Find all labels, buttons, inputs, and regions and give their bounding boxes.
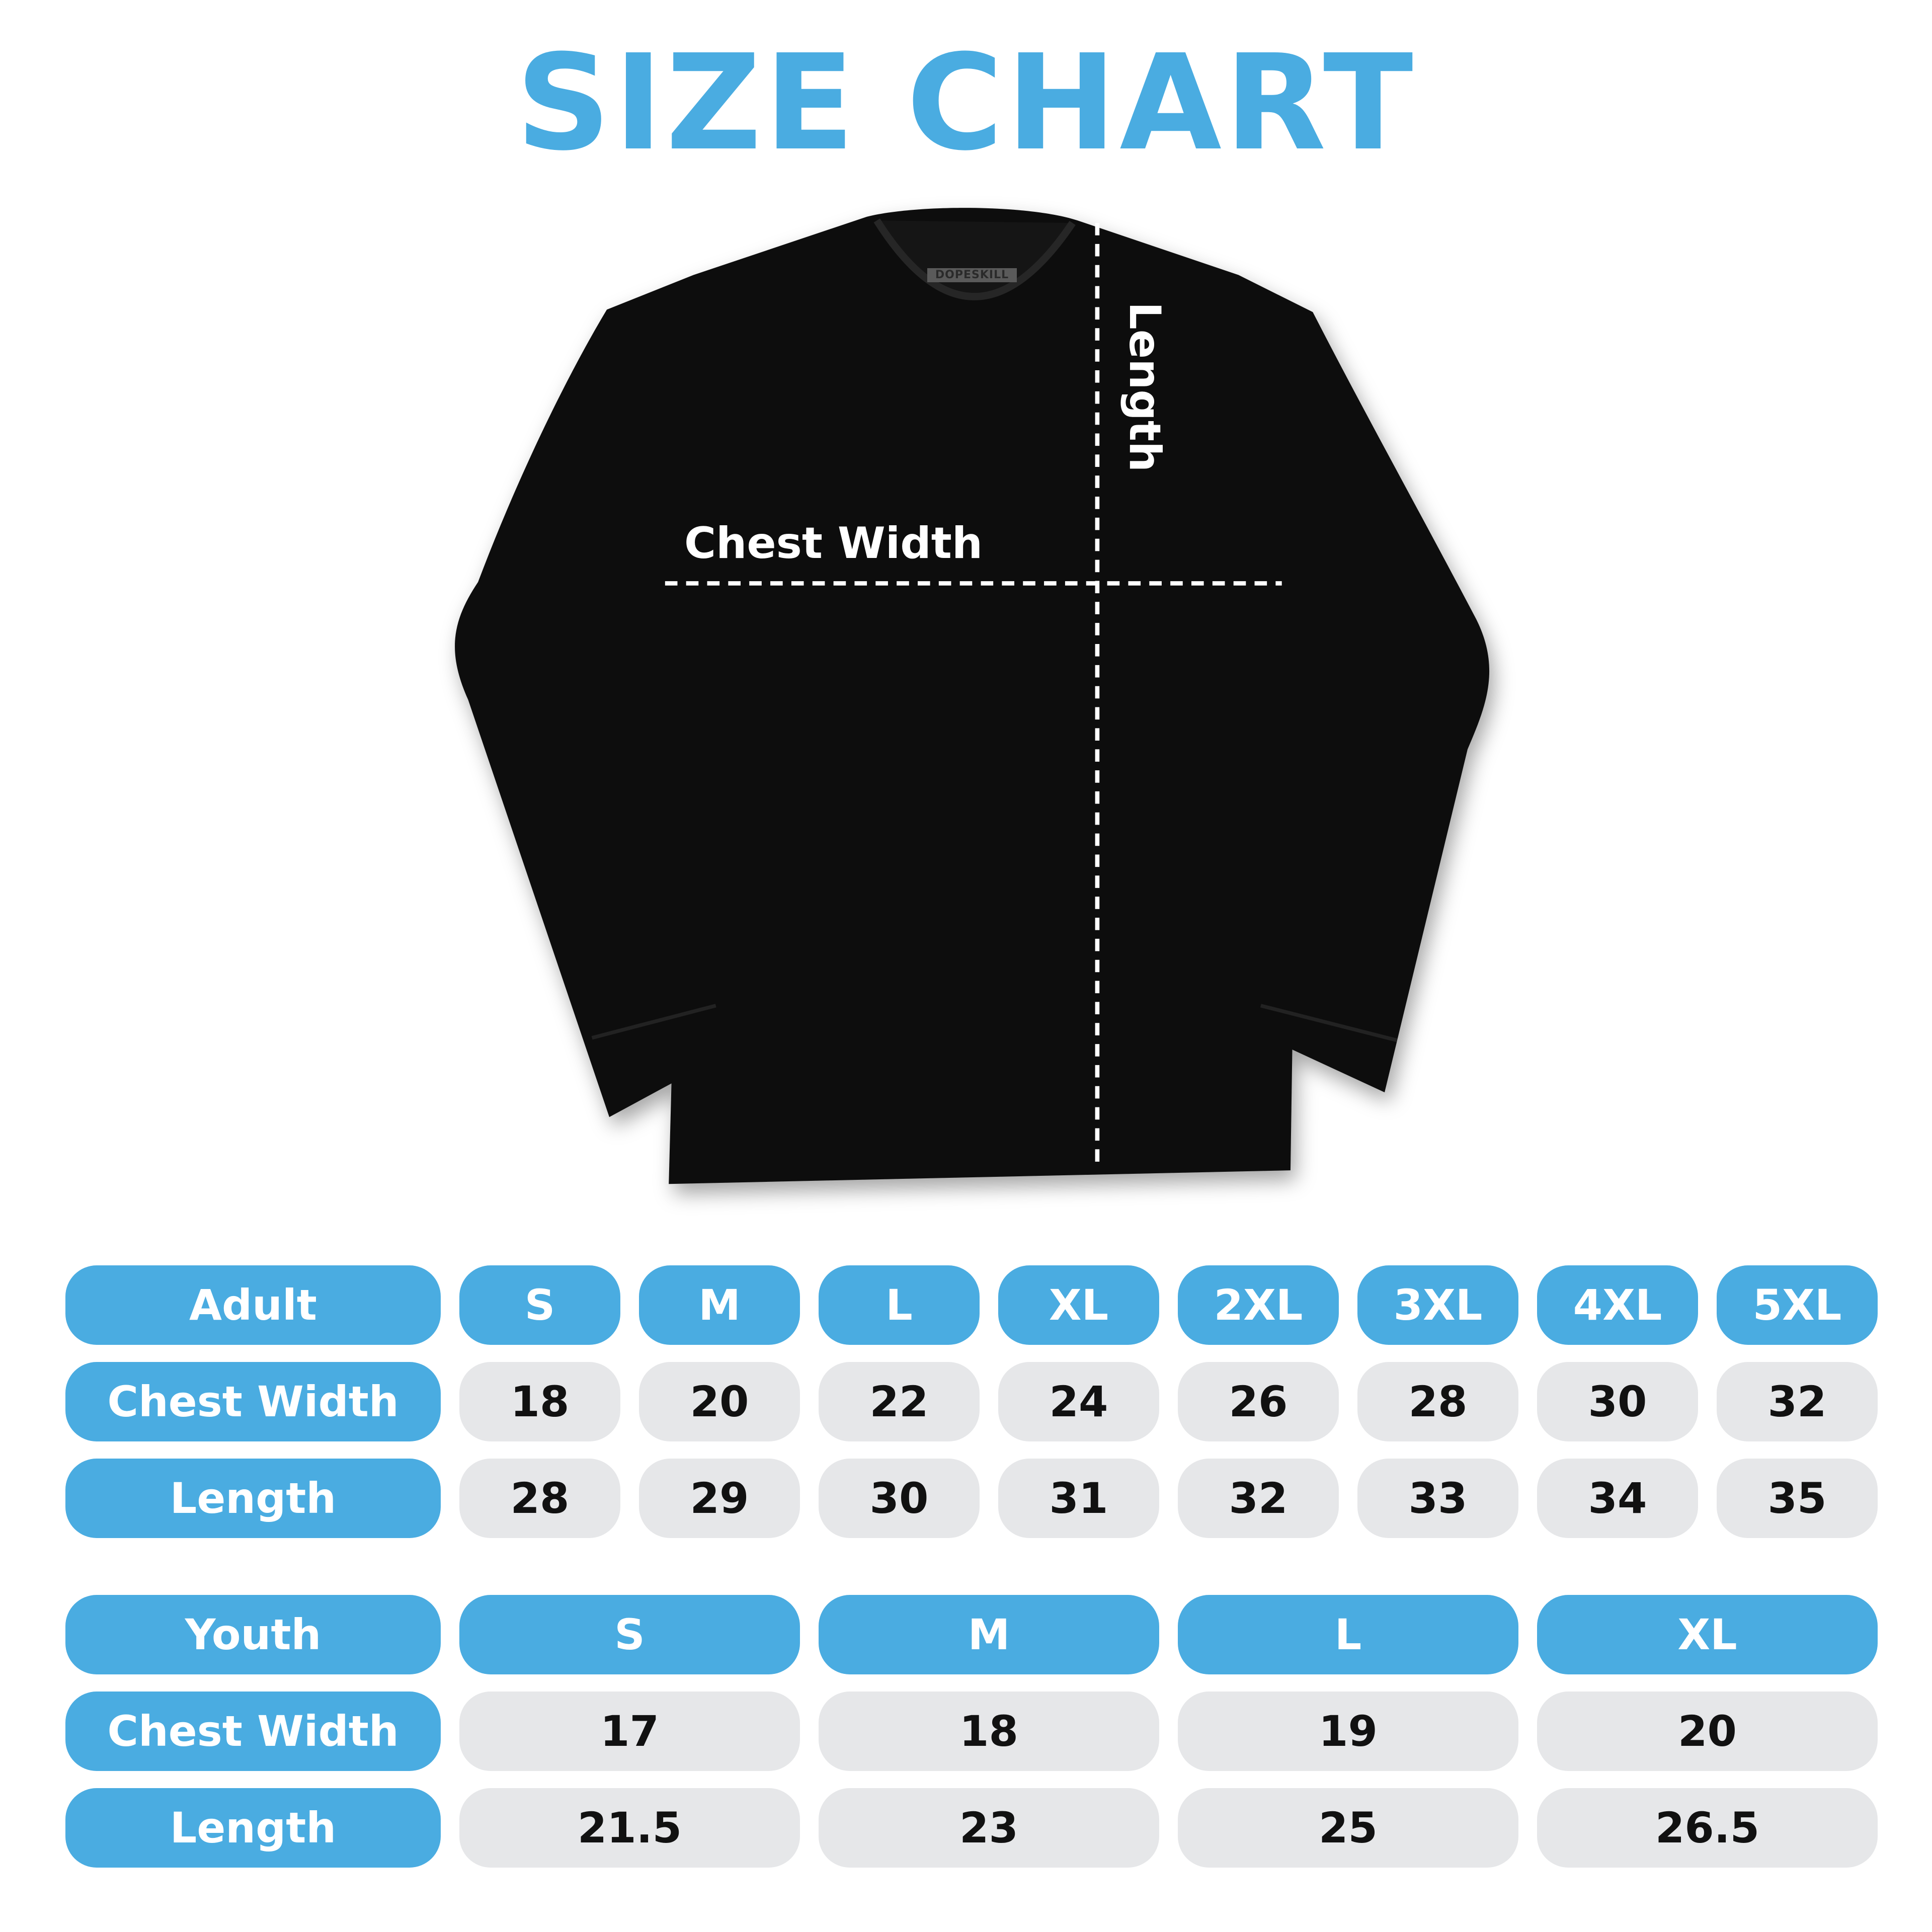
adult-table-cell: 30 xyxy=(819,1459,980,1538)
adult-header-label: Adult xyxy=(65,1265,441,1345)
adult-row-label: Chest Width xyxy=(65,1362,441,1441)
youth-table-cell: 18 xyxy=(819,1692,1159,1771)
adult-table-cell: 26 xyxy=(1178,1362,1339,1441)
youth-row-label: Length xyxy=(65,1788,441,1868)
adult-table-cell: 32 xyxy=(1717,1362,1878,1441)
adult-table-cell: 20 xyxy=(639,1362,800,1441)
adult-table-cell: 32 xyxy=(1178,1459,1339,1538)
youth-table-cell: 17 xyxy=(459,1692,800,1771)
adult-table-cell: 29 xyxy=(639,1459,800,1538)
youth-table-cell: 20 xyxy=(1537,1692,1878,1771)
youth-size-header: L xyxy=(1178,1595,1518,1674)
youth-table-cell: 21.5 xyxy=(459,1788,800,1868)
collar xyxy=(873,218,1076,300)
left-cuff-seam xyxy=(591,1004,716,1040)
adult-size-header: XL xyxy=(998,1265,1159,1345)
adult-table-cell: 30 xyxy=(1537,1362,1698,1441)
chest-width-annotation: Chest Width xyxy=(684,518,983,569)
adult-table-cell: 28 xyxy=(459,1459,620,1538)
adult-table-cell: 34 xyxy=(1537,1459,1698,1538)
adult-size-header: 4XL xyxy=(1537,1265,1698,1345)
adult-table-cell: 35 xyxy=(1717,1459,1878,1538)
youth-size-header: XL xyxy=(1537,1595,1878,1674)
page-title: SIZE CHART xyxy=(516,26,1416,180)
adult-table-cell: 31 xyxy=(998,1459,1159,1538)
adult-table-cell: 24 xyxy=(998,1362,1159,1441)
youth-table-cell: 25 xyxy=(1178,1788,1518,1868)
shirt-body xyxy=(455,208,1490,1184)
adult-size-header: 3XL xyxy=(1357,1265,1518,1345)
adult-table-cell: 33 xyxy=(1357,1459,1518,1538)
adult-table-cell: 22 xyxy=(819,1362,980,1441)
youth-table-cell: 26.5 xyxy=(1537,1788,1878,1868)
length-annotation: Length xyxy=(1119,302,1170,472)
youth-row-label: Chest Width xyxy=(65,1692,441,1771)
adult-table-cell: 18 xyxy=(459,1362,620,1441)
youth-size-header: S xyxy=(459,1595,800,1674)
youth-size-header: M xyxy=(819,1595,1159,1674)
right-cuff-seam xyxy=(1260,1004,1398,1042)
adult-size-header: 5XL xyxy=(1717,1265,1878,1345)
youth-table-cell: 19 xyxy=(1178,1692,1518,1771)
adult-size-header: M xyxy=(639,1265,800,1345)
brand-logo-tag: DOPESKILL xyxy=(927,268,1017,282)
adult-table-cell: 28 xyxy=(1357,1362,1518,1441)
adult-size-header: S xyxy=(459,1265,620,1345)
youth-header-label: Youth xyxy=(65,1595,441,1674)
adult-size-header: 2XL xyxy=(1178,1265,1339,1345)
adult-row-label: Length xyxy=(65,1459,441,1538)
youth-table-cell: 23 xyxy=(819,1788,1159,1868)
adult-size-header: L xyxy=(819,1265,980,1345)
